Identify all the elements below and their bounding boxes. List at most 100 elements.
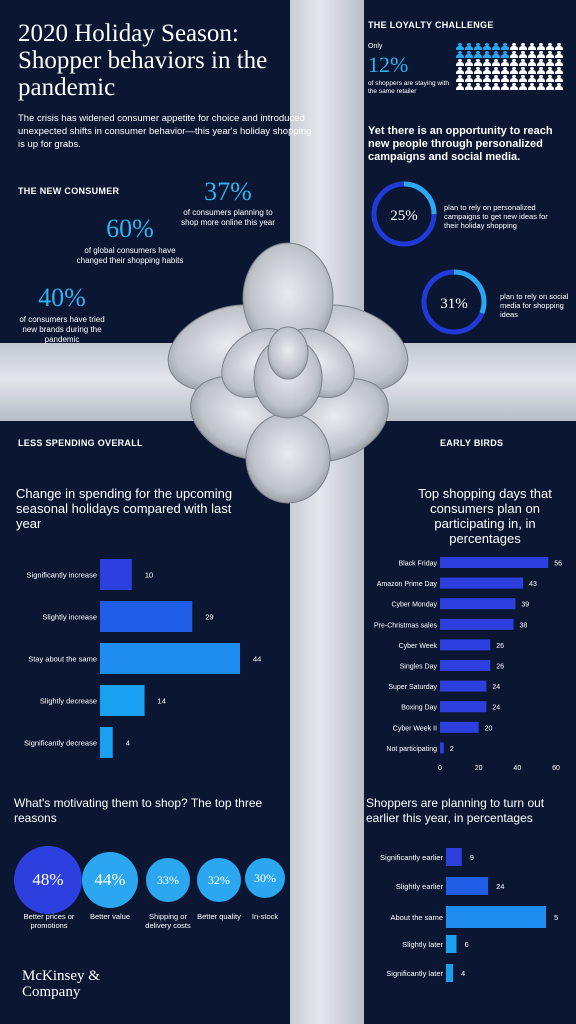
day-bar (440, 557, 549, 568)
earlier-value-label: 5 (554, 913, 558, 922)
spending-bar (100, 559, 132, 590)
spending-category-label: Significantly decrease (24, 739, 97, 748)
person-icon (456, 51, 465, 59)
person-icon (456, 67, 465, 75)
person-icon (510, 67, 519, 75)
day-value-label: 2 (450, 746, 454, 753)
person-icon (465, 59, 474, 67)
day-axis-tick: 40 (513, 765, 521, 772)
ring-25-text: plan to rely on personalized campaigns t… (444, 203, 548, 230)
motivation-circle: 48% (14, 846, 82, 914)
person-icon (501, 43, 510, 51)
day-bar (440, 618, 514, 630)
motivation-label: In-stock (251, 912, 279, 921)
person-icon (555, 43, 564, 51)
person-icon (519, 83, 528, 91)
motivation-circle: 33% (146, 858, 190, 902)
day-value-label: 43 (529, 581, 537, 588)
person-icon (519, 75, 528, 83)
earlier-bar (446, 935, 457, 953)
earlier-value-label: 24 (496, 882, 504, 891)
person-icon (546, 83, 555, 91)
person-icon (537, 51, 546, 59)
person-icon (483, 59, 492, 67)
person-icon (474, 59, 483, 67)
intro-text: The crisis has widened consumer appetite… (18, 113, 312, 150)
spending-bar (100, 727, 113, 758)
person-icon (474, 67, 483, 75)
motivation-label: Shipping or delivery costs (145, 912, 191, 930)
day-category-label: Pre-Christmas sales (374, 622, 438, 629)
person-icon (501, 83, 510, 91)
person-icon (501, 51, 510, 59)
spending-value-label: 14 (158, 697, 166, 706)
person-icon (456, 59, 465, 67)
person-icon (510, 51, 519, 59)
person-icon (510, 43, 519, 51)
spending-value-label: 44 (253, 655, 261, 664)
loyalty-header: THE LOYALTY CHALLENGE (368, 20, 494, 30)
spending-bar (100, 601, 193, 632)
stat-37-value: 37% (204, 177, 252, 206)
spending-bar (100, 685, 145, 716)
spending-category-label: Slightly increase (42, 613, 97, 622)
motivation-title: What's motivating them to shop? The top … (14, 796, 263, 825)
person-icon (474, 83, 483, 91)
spending-chart-title: Change in spending for the upcoming seas… (16, 486, 233, 531)
person-icon (546, 59, 555, 67)
person-icon (501, 75, 510, 83)
earlier-bar (446, 848, 462, 866)
day-category-label: Cyber Week (399, 643, 438, 650)
day-axis-tick: 0 (438, 765, 442, 772)
day-bar (440, 721, 479, 733)
ring-31-text: plan to rely on social media for shoppin… (500, 292, 569, 319)
mckinsey-logo: McKinsey & Company (22, 968, 100, 1000)
day-value-label: 26 (496, 643, 504, 650)
new-consumer-header: THE NEW CONSUMER (18, 186, 120, 196)
person-icon (555, 83, 564, 91)
spending-value-label: 10 (145, 571, 153, 580)
person-icon (465, 51, 474, 59)
person-icon (510, 75, 519, 83)
spending-value-label: 29 (205, 613, 213, 622)
person-icon (465, 75, 474, 83)
stat-37-text: of consumers planning to shop more onlin… (181, 208, 275, 227)
page-title: 2020 Holiday Season: Shopper behaviors i… (18, 20, 268, 101)
earlier-bar (446, 906, 546, 928)
motivation-circle: 32% (197, 858, 241, 902)
person-icon (492, 75, 501, 83)
person-icon (474, 75, 483, 83)
person-icon (537, 43, 546, 51)
person-icon (528, 43, 537, 51)
people-icon-grid (456, 43, 566, 91)
less-spending-header: LESS SPENDING OVERALL (18, 438, 143, 448)
person-icon (474, 51, 483, 59)
spending-category-label: Significantly increase (27, 571, 97, 580)
person-icon (510, 83, 519, 91)
day-value-label: 24 (492, 684, 500, 691)
person-icon (474, 43, 483, 51)
day-category-label: Singles Day (400, 664, 438, 671)
person-icon (483, 67, 492, 75)
person-icon (492, 43, 501, 51)
days-chart: Black Friday 56 Amazon Prime Day 43 Cyber Mo… (374, 557, 562, 772)
day-bar (440, 598, 516, 610)
person-icon (501, 67, 510, 75)
person-icon (465, 83, 474, 91)
person-icon (546, 51, 555, 59)
day-bar (440, 577, 524, 589)
ribbon-vertical (290, 0, 364, 1024)
stat-40-text: of consumers have tried new brands durin… (19, 315, 105, 344)
spending-bar (100, 643, 240, 674)
person-icon (492, 59, 501, 67)
earlier-chart: Significantly earlier 9 Slightly earlier 24… (380, 848, 558, 982)
day-value-label: 20 (485, 725, 493, 732)
day-category-label: Cyber Week II (393, 725, 437, 732)
earlier-bar (446, 877, 489, 895)
person-icon (456, 75, 465, 83)
days-chart-title: Top shopping days that consumers plan on… (418, 486, 552, 546)
person-icon (510, 59, 519, 67)
ring-31-chart: 31% (421, 269, 487, 335)
earlier-category-label: Slightly later (402, 940, 443, 949)
day-value-label: 26 (496, 664, 504, 671)
